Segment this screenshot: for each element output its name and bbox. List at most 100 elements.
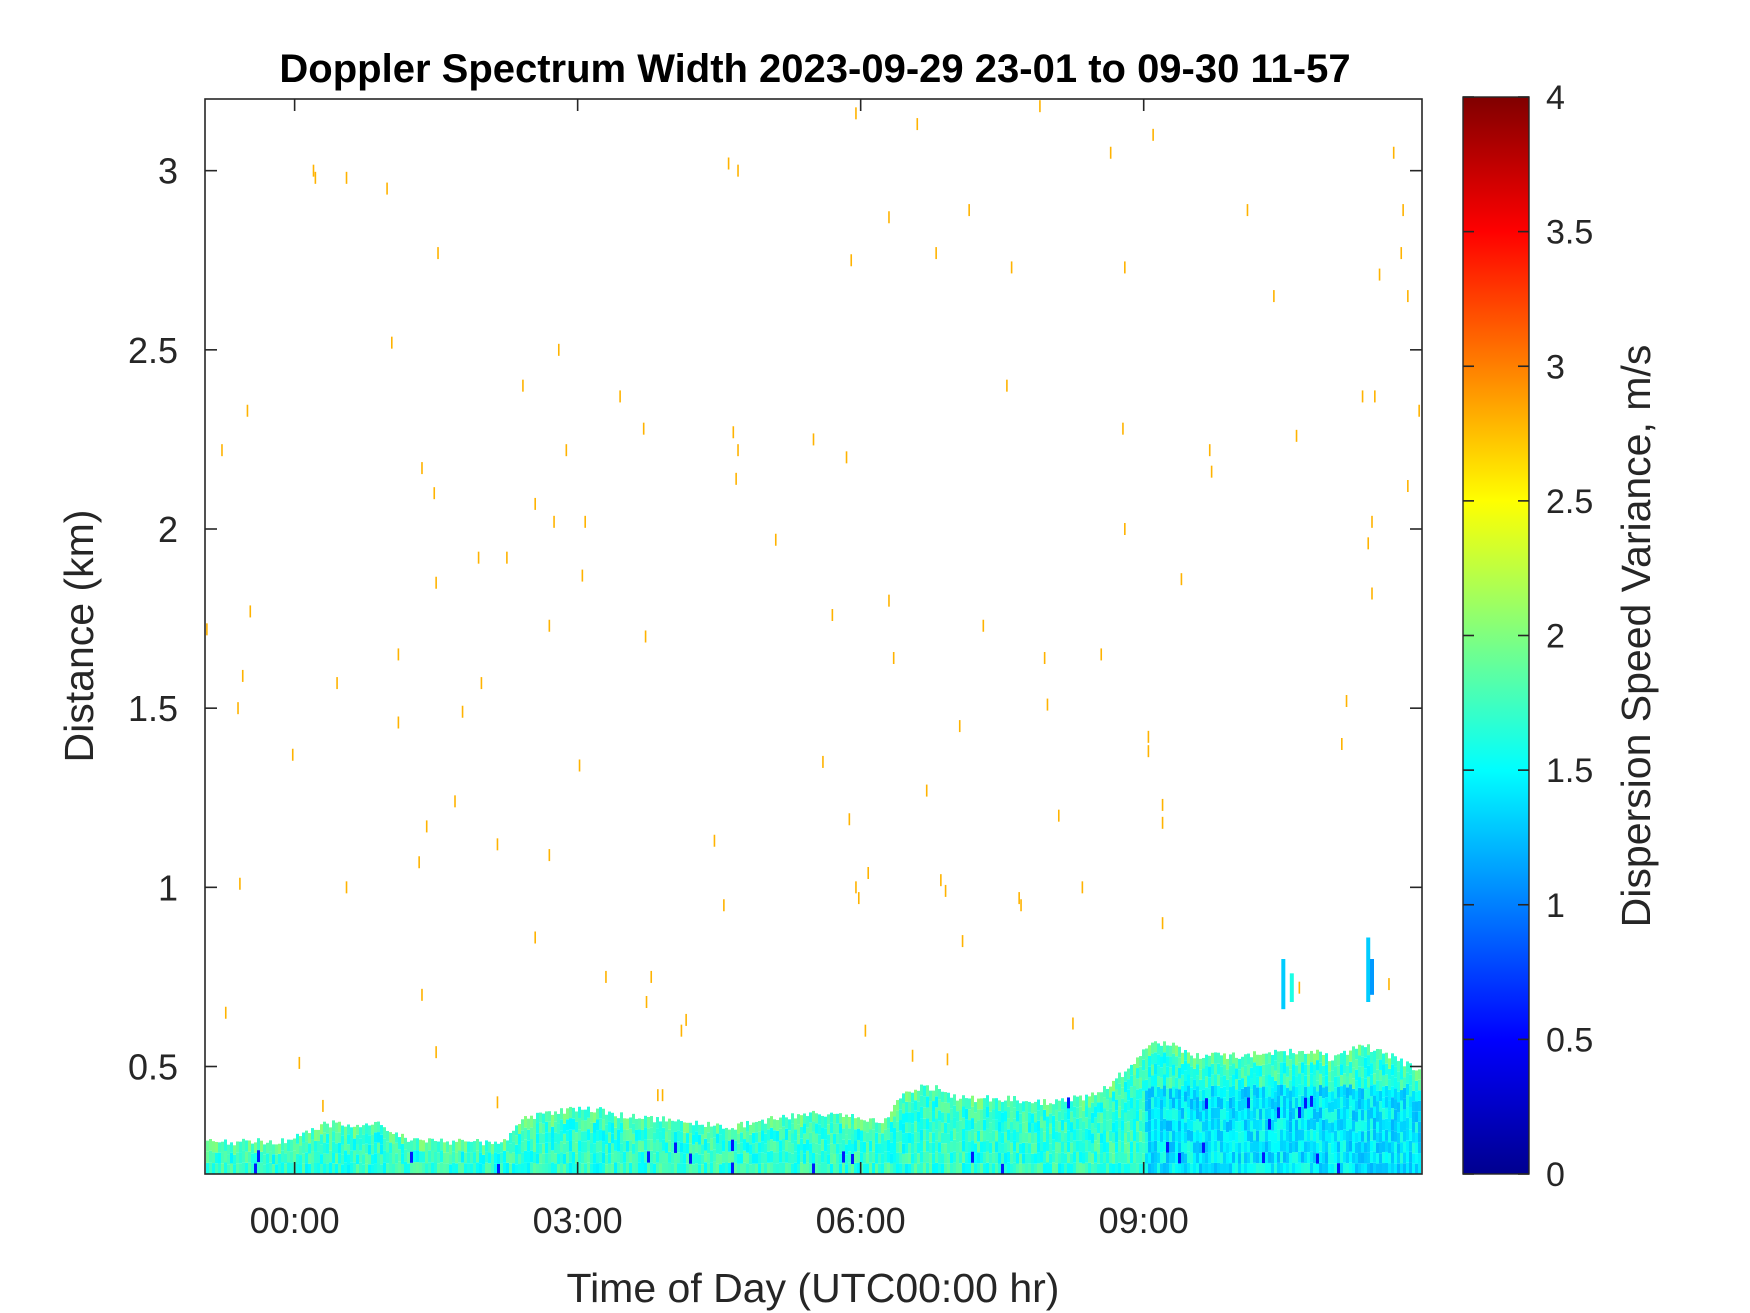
heatmap-cell bbox=[578, 1151, 581, 1163]
heatmap-cell bbox=[839, 1163, 842, 1174]
heatmap-cell bbox=[641, 1162, 644, 1174]
heatmap-cell bbox=[1352, 1078, 1355, 1089]
heatmap-cell bbox=[1277, 1140, 1280, 1152]
heatmap-cell bbox=[599, 1129, 602, 1141]
heatmap-cell bbox=[1352, 1152, 1355, 1164]
noise-echo bbox=[435, 576, 437, 589]
heatmap-cell bbox=[821, 1127, 824, 1140]
heatmap-cell bbox=[1232, 1096, 1235, 1108]
heatmap-cell bbox=[944, 1092, 947, 1103]
heatmap-cell bbox=[1037, 1120, 1040, 1132]
heatmap-cell bbox=[1166, 1056, 1169, 1067]
heatmap-cell bbox=[1154, 1041, 1157, 1053]
heatmap-cell bbox=[728, 1129, 731, 1141]
heatmap-cell bbox=[1211, 1129, 1214, 1141]
heatmap-cell bbox=[581, 1109, 584, 1121]
heatmap-cell bbox=[971, 1151, 974, 1163]
heatmap-cell bbox=[1385, 1096, 1388, 1108]
heatmap-cell bbox=[845, 1124, 848, 1135]
heatmap-cell bbox=[1145, 1069, 1148, 1080]
heatmap-cell bbox=[326, 1163, 329, 1174]
heatmap-cell bbox=[1226, 1163, 1229, 1174]
heatmap-cell bbox=[1184, 1070, 1187, 1081]
heatmap-cell bbox=[1139, 1152, 1142, 1164]
heatmap-cell bbox=[1208, 1066, 1211, 1078]
heatmap-cell bbox=[299, 1164, 302, 1174]
heatmap-cell bbox=[782, 1114, 785, 1127]
heatmap-cell bbox=[1193, 1163, 1196, 1174]
heatmap-cell bbox=[644, 1139, 647, 1151]
heatmap-cell bbox=[1379, 1121, 1382, 1133]
heatmap-cell bbox=[911, 1092, 914, 1103]
heatmap-cell bbox=[734, 1162, 737, 1174]
heatmap-cell bbox=[1370, 1085, 1373, 1097]
heatmap-cell bbox=[614, 1162, 617, 1174]
heatmap-cell bbox=[716, 1143, 719, 1154]
heatmap-cell bbox=[1049, 1133, 1052, 1144]
heatmap-cell bbox=[1145, 1079, 1148, 1091]
noise-echo bbox=[850, 254, 853, 267]
heatmap-cell bbox=[1016, 1131, 1019, 1143]
heatmap-cell bbox=[1265, 1152, 1268, 1164]
heatmap-cell bbox=[362, 1125, 365, 1135]
heatmap-cell bbox=[1310, 1050, 1313, 1063]
heatmap-cell bbox=[1004, 1142, 1007, 1154]
heatmap-cell bbox=[608, 1142, 611, 1154]
heatmap-cell bbox=[644, 1150, 647, 1163]
heatmap-cell bbox=[458, 1162, 461, 1174]
heatmap-cell bbox=[1277, 1107, 1280, 1119]
heatmap-cell bbox=[911, 1113, 914, 1124]
heatmap-cell bbox=[1157, 1130, 1160, 1142]
heatmap-cell bbox=[1316, 1122, 1319, 1133]
heatmap-cell bbox=[1109, 1108, 1112, 1120]
heatmap-cell bbox=[956, 1163, 959, 1174]
heatmap-cell bbox=[1190, 1087, 1193, 1099]
heatmap-cell bbox=[269, 1140, 272, 1152]
heatmap-cell bbox=[653, 1163, 656, 1174]
heatmap-cell bbox=[1379, 1163, 1382, 1174]
heatmap-cell bbox=[938, 1163, 941, 1174]
heatmap-cell bbox=[593, 1163, 596, 1174]
heatmap-cell bbox=[1283, 1151, 1286, 1163]
heatmap-cell bbox=[1178, 1089, 1181, 1100]
heatmap-cell bbox=[605, 1154, 608, 1165]
heatmap-cell bbox=[1136, 1131, 1139, 1143]
heatmap-cell bbox=[455, 1152, 458, 1164]
heatmap-cell bbox=[365, 1163, 368, 1174]
heatmap-cell bbox=[695, 1142, 698, 1153]
heatmap-cell bbox=[1022, 1101, 1025, 1112]
heatmap-cell bbox=[383, 1150, 386, 1163]
heatmap-cell bbox=[1355, 1059, 1358, 1070]
heatmap-cell bbox=[1052, 1139, 1055, 1151]
heatmap-cell bbox=[1406, 1072, 1409, 1084]
heatmap-cell bbox=[998, 1163, 1001, 1174]
heatmap-cell bbox=[392, 1154, 395, 1165]
heatmap-cell bbox=[596, 1130, 599, 1142]
heatmap-cell bbox=[281, 1150, 284, 1163]
heatmap-cell bbox=[1382, 1119, 1385, 1131]
heatmap-cell bbox=[932, 1101, 935, 1112]
heatmap-cell bbox=[1337, 1086, 1340, 1098]
heatmap-cell bbox=[395, 1163, 398, 1174]
heatmap-cell bbox=[1199, 1079, 1202, 1091]
heatmap-cell bbox=[473, 1163, 476, 1174]
heatmap-cell bbox=[647, 1128, 650, 1140]
heatmap-cell bbox=[1238, 1132, 1241, 1143]
heatmap-cell bbox=[539, 1143, 542, 1154]
heatmap-cell bbox=[1313, 1053, 1316, 1065]
heatmap-cell bbox=[260, 1151, 263, 1163]
heatmap-cell bbox=[275, 1154, 278, 1165]
heatmap-cell bbox=[1262, 1086, 1265, 1098]
heatmap-cell bbox=[1148, 1077, 1151, 1089]
heatmap-cell bbox=[872, 1151, 875, 1163]
heatmap-cell bbox=[1031, 1113, 1034, 1124]
heatmap-cell bbox=[1388, 1110, 1391, 1122]
heatmap-cell bbox=[362, 1134, 365, 1145]
heatmap-cell bbox=[1097, 1143, 1100, 1154]
heatmap-cell bbox=[1199, 1132, 1202, 1143]
heatmap-cell bbox=[1043, 1163, 1046, 1174]
heatmap-cell bbox=[947, 1123, 950, 1134]
heatmap-cell bbox=[320, 1164, 323, 1174]
heatmap-cell bbox=[1112, 1132, 1115, 1143]
